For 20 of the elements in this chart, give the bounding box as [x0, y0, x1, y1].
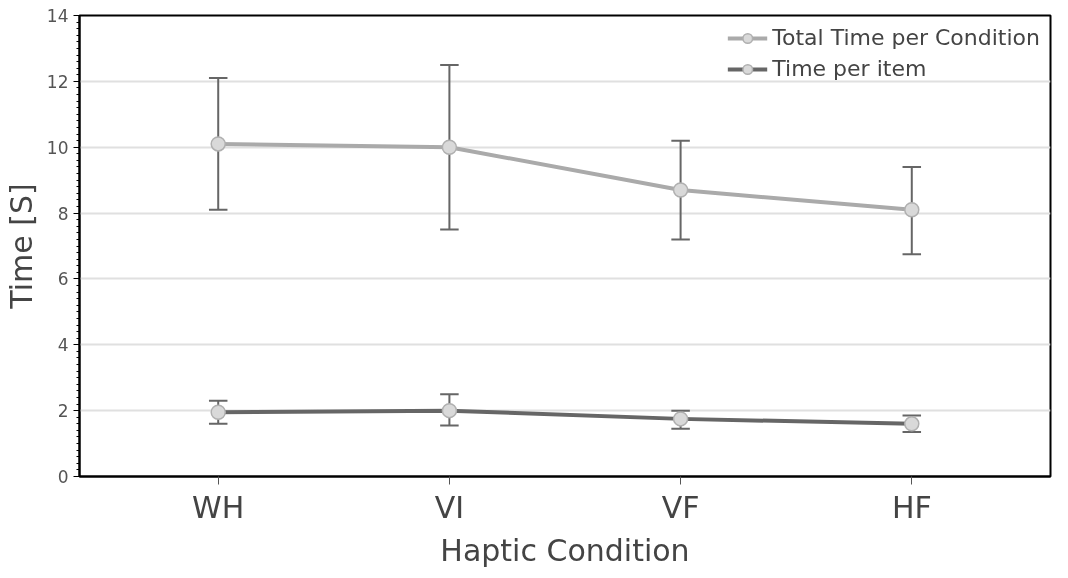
legend-label: Total Time per Condition	[772, 25, 1040, 50]
point	[441, 139, 458, 155]
y-tick-label: 10	[46, 137, 69, 158]
point	[672, 182, 689, 198]
x-tick-label: HF	[891, 489, 932, 525]
y-tick-label: 0	[57, 467, 69, 487]
y-tick-label: 8	[57, 203, 69, 224]
y-axis-title: Time [S]	[3, 183, 39, 310]
legend-label: Time per item	[772, 56, 927, 81]
y-tick-label: 14	[46, 6, 69, 26]
point	[210, 136, 226, 152]
x-tick-label: VI	[434, 489, 465, 525]
x-axis-title: Haptic Condition	[440, 532, 690, 568]
y-tick-label: 12	[46, 71, 69, 92]
x-tick-label: VF	[661, 489, 700, 525]
x-tick-label: WH	[192, 489, 245, 525]
y-tick-label: 6	[57, 269, 69, 290]
point	[904, 202, 920, 218]
y-tick-label: 2	[57, 401, 69, 422]
y-tick-label: 4	[57, 335, 69, 356]
